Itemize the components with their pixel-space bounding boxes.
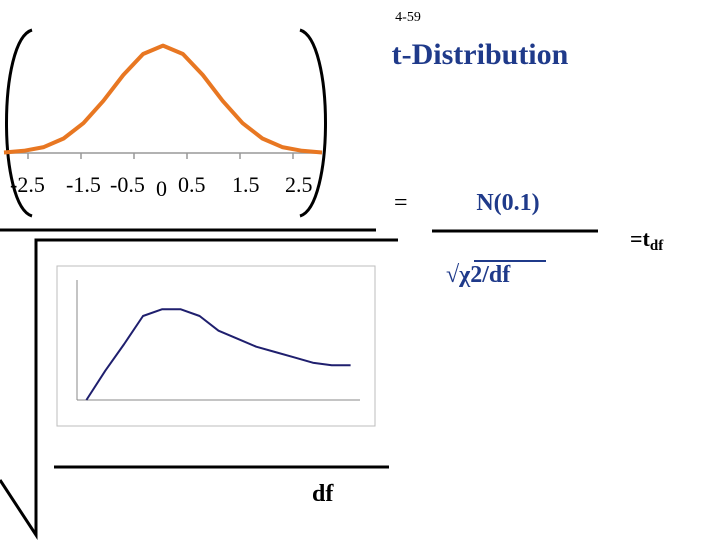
right-parenthesis: [299, 28, 327, 218]
left-parenthesis: [5, 28, 33, 218]
denominator-text: √χ2/df: [446, 262, 511, 288]
tick-label-neg-2-5: -2.5: [10, 172, 45, 197]
equals-sign: =: [394, 190, 408, 216]
tick-label-1-5: 1.5: [232, 172, 260, 197]
tick-label-2-5: 2.5: [285, 172, 313, 197]
page-title: t-Distribution: [391, 38, 569, 71]
t-distribution-plot: [3, 43, 323, 159]
chi-distribution-curve: [85, 308, 351, 401]
tick-label-neg-1-5: -1.5: [66, 172, 101, 197]
page-number: 4-59: [395, 10, 421, 25]
radical-sign: [0, 238, 398, 540]
t-df-main: =t: [630, 226, 650, 251]
tick-label-neg-0-5: -0.5: [110, 172, 145, 197]
numerator-text: N(0.1): [476, 190, 540, 216]
t-df-subscript: df: [649, 238, 664, 254]
t-distribution-curve: [3, 43, 323, 155]
t-df-result: =tdf: [630, 226, 664, 254]
tick-label-0: 0: [156, 176, 167, 201]
bottom-plot-frame: [56, 265, 376, 427]
tick-label-0-5: 0.5: [178, 172, 206, 197]
top-plot-ticks: [27, 153, 294, 159]
df-label: df: [312, 481, 334, 507]
